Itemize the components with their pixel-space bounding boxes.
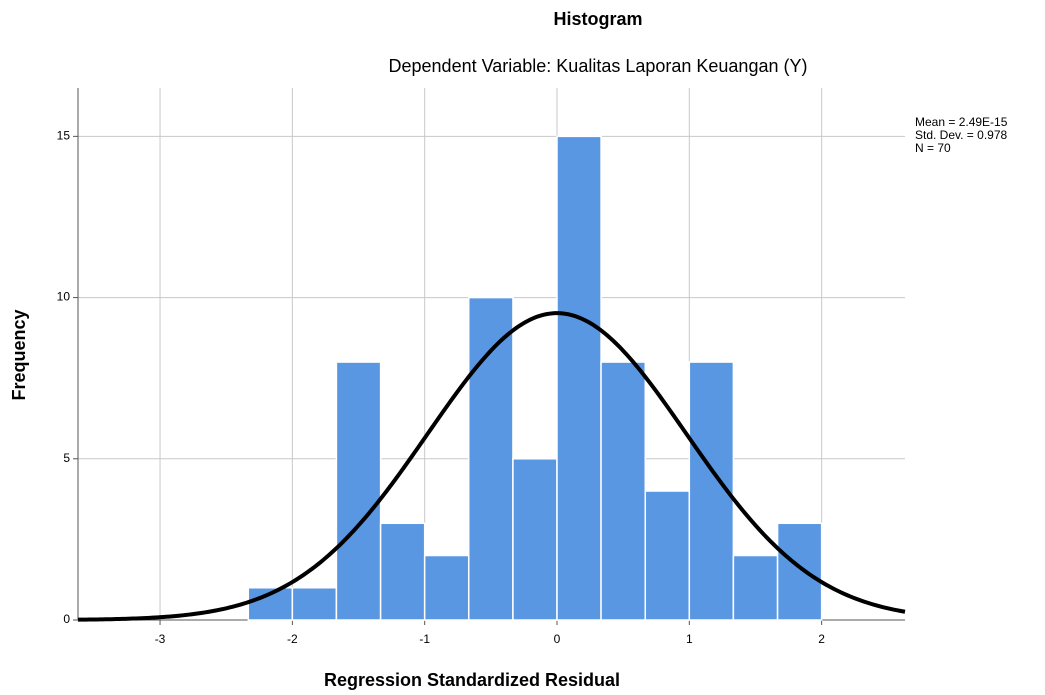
bar (732, 554, 779, 621)
x-tick-label: 1 (686, 632, 693, 646)
bar (379, 522, 426, 621)
bar (335, 361, 382, 621)
bar (600, 361, 647, 621)
bar (776, 522, 823, 621)
x-tick-label: -2 (287, 632, 298, 646)
bar (556, 135, 602, 621)
x-tick-label: -1 (419, 632, 430, 646)
chart-subtitle: Dependent Variable: Kualitas Laporan Keu… (389, 56, 808, 76)
y-tick-label: 10 (57, 290, 71, 304)
y-tick-label: 15 (57, 129, 71, 143)
bar (423, 554, 470, 621)
normal-curve (77, 311, 906, 622)
y-tick-label: 0 (63, 612, 70, 626)
stat-mean: Mean = 2.49E-15 (915, 115, 1008, 129)
bar (644, 490, 691, 621)
y-axis-title: Frequency (9, 309, 29, 400)
x-tick-label: 2 (818, 632, 825, 646)
stat-sd: Std. Dev. = 0.978 (915, 128, 1007, 142)
x-axis-title: Regression Standardized Residual (324, 670, 620, 690)
x-tick-label: -3 (155, 632, 166, 646)
bar (291, 587, 338, 621)
stat-n: N = 70 (915, 141, 951, 155)
bar (467, 296, 514, 621)
chart-title: Histogram (553, 9, 642, 29)
bar (512, 458, 558, 621)
y-tick-label: 5 (63, 451, 70, 465)
x-tick-label: 0 (554, 632, 561, 646)
